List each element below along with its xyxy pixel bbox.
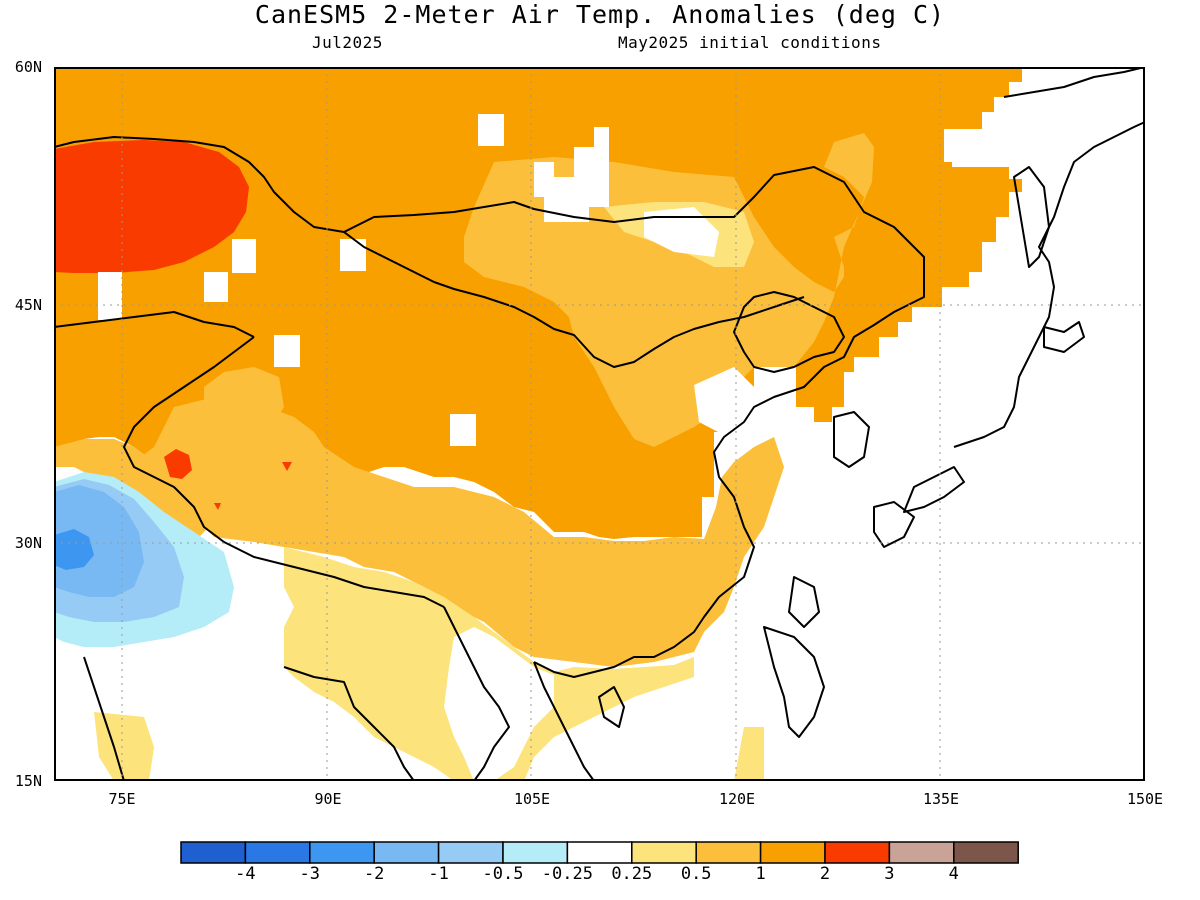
coastlines [54, 67, 1145, 781]
map-title: CanESM5 2-Meter Air Temp. Anomalies (deg… [254, 0, 946, 29]
lon-label-75e: 75E [108, 790, 136, 808]
colorbar-swatch [824, 841, 891, 864]
map-svg [54, 67, 1145, 781]
colorbar-swatch [695, 841, 762, 864]
map-frame [54, 67, 1145, 781]
initial-conditions: May2025 initial conditions [618, 33, 882, 52]
lon-label-105e: 105E [513, 790, 551, 808]
colorbar-swatch [566, 841, 633, 864]
colorbar-swatch [180, 841, 247, 864]
lat-label-15n: 15N [14, 772, 42, 790]
lat-label-60n: 60N [14, 58, 42, 76]
colorbar-swatch [244, 841, 311, 864]
colorbar-swatch [888, 841, 955, 864]
colorbar-swatch [309, 841, 375, 864]
anomaly-region-red-tibet-dot-2 [214, 503, 221, 510]
colorbar [180, 841, 1022, 865]
lon-label-135e: 135E [922, 790, 960, 808]
lat-label-30n: 30N [14, 534, 42, 552]
colorbar-label: 2 [819, 864, 831, 884]
colorbar-swatch [631, 841, 697, 864]
lat-lon-grid [54, 67, 1145, 781]
colorbar-label: 4 [948, 864, 959, 884]
anomaly-region-red-tibet-dot [282, 462, 292, 471]
anomaly-region-blue-3 [54, 529, 94, 570]
anomaly-region-blue-2 [54, 485, 144, 597]
colorbar-label: 1 [755, 864, 766, 884]
colorbar-swatch [953, 841, 1019, 864]
anomaly-region-light-orange-hotspot [204, 367, 284, 442]
colorbar-label: -0.5 [482, 864, 524, 884]
colorbar-swatch [437, 841, 504, 864]
lat-label-45n: 45N [14, 296, 42, 314]
colorbar-label: 3 [884, 864, 895, 884]
lon-label-120e: 120E [718, 790, 756, 808]
colorbar-svg [180, 841, 1019, 864]
colorbar-label: -3 [299, 864, 321, 884]
colorbar-swatch [373, 841, 440, 864]
anomaly-region-red-karakoram [164, 449, 192, 479]
anomaly-map [54, 67, 1145, 781]
colorbar-label: -4 [235, 864, 256, 884]
lon-label-90e: 90E [314, 790, 342, 808]
anomaly-region-neutral-indochina [444, 627, 554, 781]
lon-label-150e: 150E [1126, 790, 1164, 808]
forecast-month: Jul2025 [312, 33, 383, 52]
anomaly-region-light-orange-china [134, 397, 784, 667]
anomaly-region-red-kazakhstan [54, 140, 249, 273]
colorbar-label: -1 [428, 864, 449, 884]
colorbar-swatch [759, 841, 826, 864]
colorbar-label: -2 [363, 864, 385, 884]
colorbar-label: 0.25 [611, 864, 653, 884]
masked-cells [98, 114, 969, 446]
colorbar-label: -0.25 [541, 864, 593, 884]
colorbar-swatch [502, 841, 569, 864]
colorbar-label: 0.5 [680, 864, 712, 884]
anomaly-region-pale-yellow-east [734, 727, 764, 781]
